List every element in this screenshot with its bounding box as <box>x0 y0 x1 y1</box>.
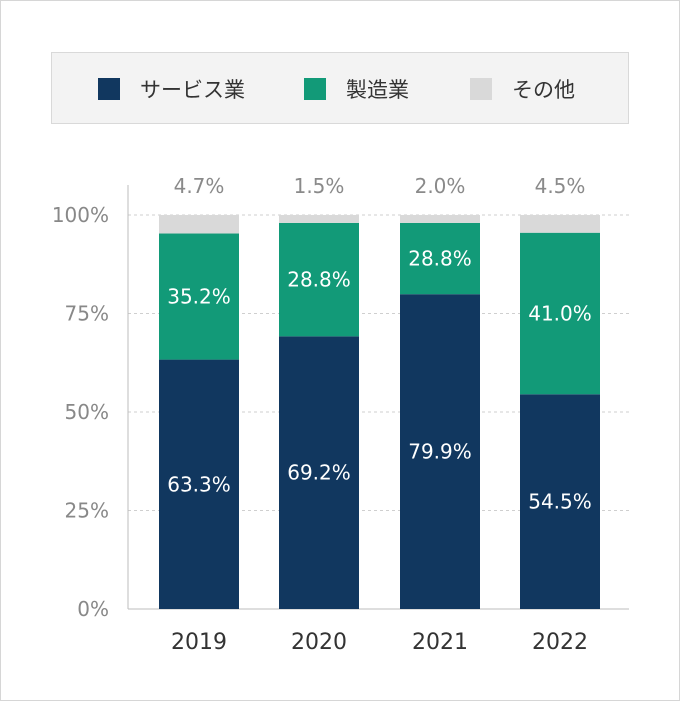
data-label-manufacturing: 35.2% <box>167 285 231 309</box>
data-label-service: 69.2% <box>287 461 351 485</box>
legend-swatch-manufacturing <box>304 78 326 100</box>
x-tick-label: 2022 <box>532 630 588 655</box>
bar-segment-manufacturing <box>400 222 480 295</box>
bar-segment-manufacturing <box>159 233 239 360</box>
bar-segment-service <box>520 394 600 609</box>
y-tick-label: 75% <box>65 302 109 326</box>
bar-segment-other <box>279 215 359 223</box>
legend-swatch-other <box>470 78 492 100</box>
y-tick-label: 25% <box>65 499 109 523</box>
bar-segment-other <box>159 215 239 234</box>
bar-segment-other <box>520 215 600 233</box>
legend-label-other: その他 <box>512 78 575 102</box>
x-tick-label: 2021 <box>412 630 468 655</box>
bar-segment-other <box>400 215 480 223</box>
y-tick-label: 50% <box>65 400 109 424</box>
legend-item-service: サービス業 <box>98 53 245 125</box>
data-label-service: 79.9% <box>408 440 472 464</box>
data-label-other: 4.7% <box>174 174 225 198</box>
data-label-other: 4.5% <box>535 174 586 198</box>
data-label-manufacturing: 28.8% <box>287 268 351 292</box>
legend-label-service: サービス業 <box>140 78 245 102</box>
data-label-manufacturing: 28.8% <box>408 247 472 271</box>
bar-segment-service <box>279 336 359 609</box>
data-label-other: 1.5% <box>294 174 345 198</box>
bar-segment-manufacturing <box>520 232 600 395</box>
legend-swatch-service <box>98 78 120 100</box>
bar-segment-manufacturing <box>279 222 359 337</box>
legend-item-manufacturing: 製造業 <box>304 53 409 125</box>
data-label-service: 54.5% <box>528 490 592 514</box>
bar-segment-service <box>400 294 480 609</box>
data-label-service: 63.3% <box>167 472 231 496</box>
legend-label-manufacturing: 製造業 <box>346 78 409 102</box>
bar-segment-service <box>159 359 239 609</box>
data-label-manufacturing: 41.0% <box>528 302 592 326</box>
y-tick-label: 100% <box>52 203 109 227</box>
x-tick-label: 2020 <box>291 630 347 655</box>
y-tick-label: 0% <box>77 597 109 621</box>
legend: サービス業 製造業 その他 <box>51 52 629 124</box>
x-tick-label: 2019 <box>171 630 227 655</box>
legend-item-other: その他 <box>470 53 575 125</box>
data-label-other: 2.0% <box>415 174 466 198</box>
